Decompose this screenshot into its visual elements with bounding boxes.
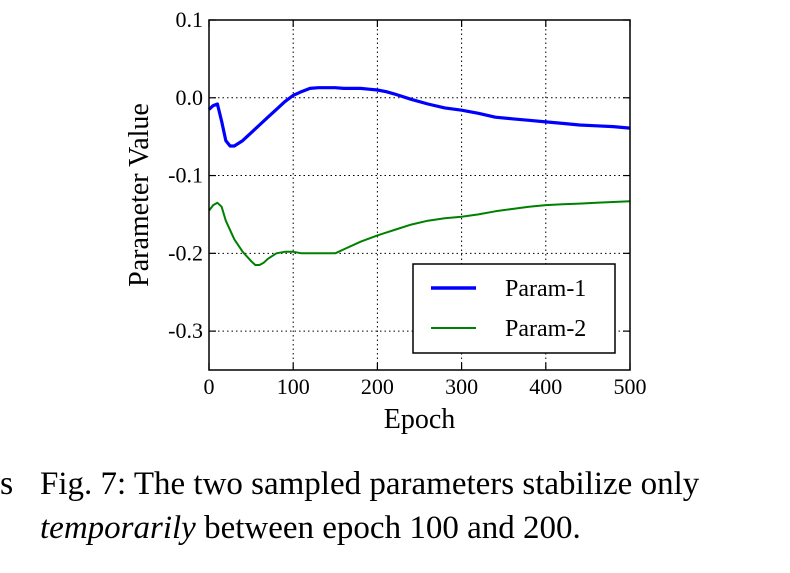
y-tick-label: -0.1 [168,163,203,188]
x-tick-label: 100 [277,374,310,399]
series-line-param-1 [207,86,631,148]
parameter-line-chart: 0 100 200 300 400 500 0.1 0.0 -0.1 -0.2 -0.3 Epoch… [124,7,647,435]
x-tick-label: 200 [361,374,394,399]
legend: Param-1 Param-2 [412,263,616,354]
x-tick-label: 300 [445,374,478,399]
previous-column-edge-text: s [0,465,14,502]
y-tick-label: -0.3 [168,318,203,343]
x-tick-label: 500 [614,374,647,399]
figure-caption: Fig. 7: The two sampled parameters stabi… [40,462,770,550]
y-axis-label: Parameter Value [124,103,155,287]
legend-box [412,263,616,354]
legend-label-param-2: Param-2 [505,316,586,342]
x-tick-label: 0 [204,374,215,399]
x-tick-label: 400 [529,374,562,399]
plot-frame [208,19,631,371]
axis-ticks: 0 100 200 300 400 500 0.1 0.0 -0.1 -0.2 -0.3 [168,7,646,399]
legend-label-param-1: Param-1 [505,276,586,302]
caption-suffix: between epoch 100 and 200. [195,510,581,546]
series-line-param-2 [208,200,631,266]
y-tick-label: 0.0 [176,85,204,110]
y-tick-label: 0.1 [176,7,204,32]
y-tick-label: -0.2 [168,240,203,265]
caption-prefix: Fig. 7: The two sampled parameters stabi… [40,466,700,502]
series-lines [207,86,631,266]
x-axis-label: Epoch [384,404,456,435]
caption-emphasis: temporarily [40,510,196,546]
